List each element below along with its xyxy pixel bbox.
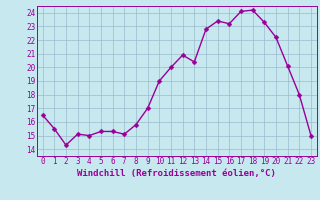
X-axis label: Windchill (Refroidissement éolien,°C): Windchill (Refroidissement éolien,°C)	[77, 169, 276, 178]
